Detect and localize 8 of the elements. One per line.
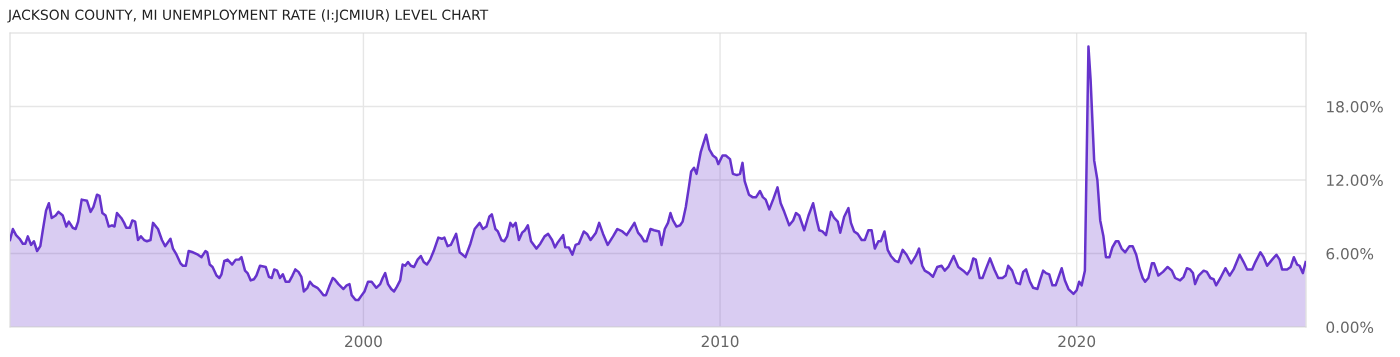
y-tick-label: 6.00% bbox=[1326, 247, 1374, 260]
y-tick-label: 18.00% bbox=[1327, 100, 1383, 113]
y-tick-label: 0.00% bbox=[1326, 321, 1374, 334]
chart-title: JACKSON COUNTY, MI UNEMPLOYMENT RATE (I:JCMIUR) LEVEL CHART bbox=[7, 9, 489, 23]
x-tick-label: 2000 bbox=[345, 335, 382, 348]
y-tick-label: 12.00% bbox=[1327, 174, 1383, 187]
x-tick-label: 2010 bbox=[701, 335, 739, 348]
x-tick-label: 2020 bbox=[1058, 335, 1096, 348]
